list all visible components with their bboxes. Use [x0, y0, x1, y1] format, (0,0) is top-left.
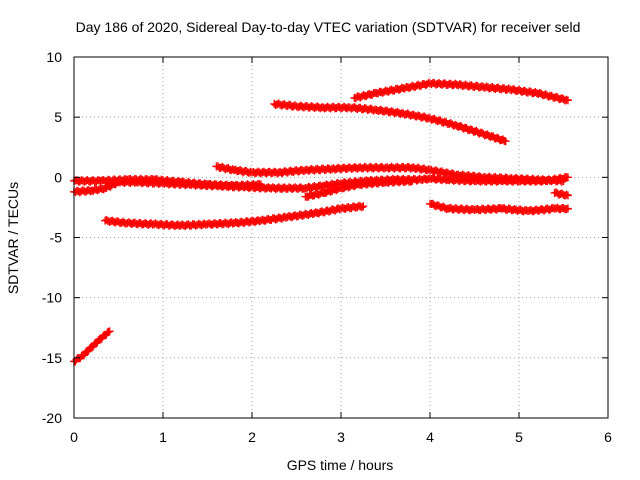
- series-trace: [400, 109, 433, 123]
- series-trace: [347, 103, 380, 115]
- series-trace: [356, 177, 388, 190]
- axis-ticks: [73, 56, 609, 419]
- series-trace: [124, 174, 157, 185]
- series-trace: [151, 175, 184, 187]
- y-tick-label: 5: [54, 109, 62, 125]
- series-trace: [480, 82, 513, 94]
- data-point: [501, 137, 510, 146]
- series-trace: [427, 165, 460, 180]
- series-trace: [534, 89, 571, 105]
- x-tick-label: 6: [604, 429, 612, 445]
- series-trace: [294, 101, 326, 113]
- series-9: [426, 199, 572, 216]
- series-trace: [320, 102, 353, 113]
- data-point: [359, 202, 368, 211]
- x-tick-label: 4: [426, 429, 434, 445]
- series-trace: [454, 80, 486, 92]
- data-point: [105, 327, 114, 336]
- data-point: [563, 173, 572, 182]
- x-tick-label: 0: [70, 429, 78, 445]
- series-trace: [271, 99, 299, 111]
- chart-title: Day 186 of 2020, Sidereal Day-to-day VTE…: [76, 19, 581, 35]
- x-tick-label: 1: [159, 429, 167, 445]
- series-trace: [498, 204, 531, 216]
- y-tick-label: 10: [46, 49, 62, 65]
- series-10: [550, 188, 572, 200]
- tick-labels: 0 1 2 3 4 5 6 -20 -15 -10 -5 0 5 10: [42, 49, 612, 445]
- x-tick-label: 5: [515, 429, 523, 445]
- series-5: [212, 162, 568, 186]
- series-trace: [480, 130, 509, 145]
- series-8: [350, 78, 572, 105]
- series-trace: [124, 218, 157, 229]
- data-point: [563, 204, 572, 213]
- series-trace: [374, 105, 406, 118]
- series-trace: [276, 165, 308, 178]
- series-trace: [205, 180, 237, 191]
- series-trace: [338, 201, 366, 213]
- series-trace: [351, 88, 380, 103]
- x-tick-label: 2: [248, 429, 256, 445]
- series-trace: [151, 219, 184, 231]
- data-point: [256, 180, 265, 189]
- series-trace: [409, 163, 433, 175]
- data-point: [408, 176, 417, 185]
- series-1: [70, 327, 114, 366]
- series-trace: [507, 85, 540, 98]
- series-trace: [383, 176, 415, 187]
- series-6: [301, 176, 417, 201]
- series-trace: [231, 216, 264, 228]
- data-point: [559, 176, 568, 185]
- series-trace: [427, 173, 451, 185]
- x-tick-label: 3: [337, 429, 345, 445]
- y-tick-label: -10: [42, 290, 62, 306]
- series-trace: [267, 183, 308, 194]
- series-trace: [213, 162, 237, 175]
- y-tick-label: 0: [54, 169, 62, 185]
- y-tick-label: -20: [42, 410, 62, 426]
- series-trace: [71, 176, 104, 186]
- series-trace: [258, 212, 291, 225]
- series-trace: [525, 204, 558, 216]
- data-point: [563, 96, 572, 105]
- series-4: [101, 201, 368, 231]
- data-series: [70, 78, 572, 366]
- series-trace: [454, 122, 486, 138]
- data-point: [563, 191, 572, 200]
- series-7: [270, 99, 510, 146]
- series-trace: [311, 204, 344, 218]
- series-trace: [89, 184, 108, 195]
- series-trace: [400, 78, 433, 93]
- y-tick-label: -15: [42, 350, 62, 366]
- series-trace: [374, 83, 406, 98]
- series-trace: [320, 183, 344, 197]
- series-trace: [427, 199, 451, 214]
- series-trace: [178, 177, 210, 189]
- y-axis-label: SDTVAR / TECUs: [5, 182, 21, 294]
- series-trace: [285, 209, 317, 222]
- x-axis-label: GPS time / hours: [287, 457, 394, 473]
- series-trace: [205, 218, 237, 229]
- y-tick-label: -5: [50, 230, 63, 246]
